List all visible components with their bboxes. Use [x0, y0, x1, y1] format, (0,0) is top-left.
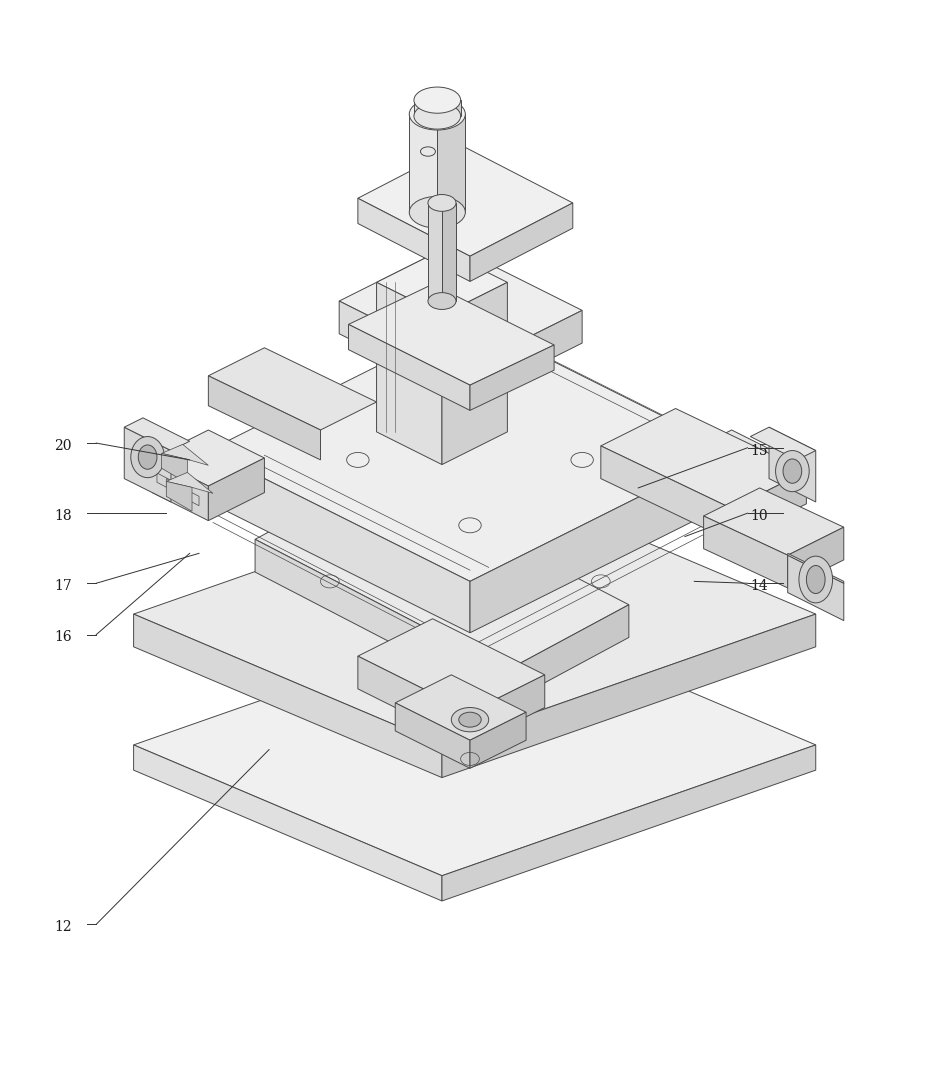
- Text: 17: 17: [55, 579, 72, 593]
- Polygon shape: [731, 471, 807, 541]
- Polygon shape: [377, 283, 442, 465]
- Polygon shape: [731, 458, 788, 521]
- Polygon shape: [209, 458, 264, 521]
- Polygon shape: [162, 444, 209, 466]
- Polygon shape: [428, 203, 442, 301]
- Ellipse shape: [409, 197, 465, 228]
- Polygon shape: [442, 203, 456, 301]
- Polygon shape: [704, 516, 788, 588]
- Polygon shape: [437, 114, 465, 212]
- Polygon shape: [437, 100, 461, 116]
- Polygon shape: [339, 301, 470, 399]
- Polygon shape: [601, 408, 807, 508]
- Polygon shape: [162, 454, 187, 483]
- Polygon shape: [788, 528, 844, 588]
- Text: 20: 20: [55, 438, 71, 453]
- Polygon shape: [601, 446, 731, 541]
- Polygon shape: [470, 310, 582, 399]
- Polygon shape: [124, 428, 171, 502]
- Polygon shape: [209, 375, 321, 460]
- Text: 12: 12: [55, 920, 71, 935]
- Polygon shape: [788, 555, 844, 620]
- Polygon shape: [349, 284, 554, 385]
- Polygon shape: [676, 430, 788, 486]
- Polygon shape: [133, 483, 816, 745]
- Polygon shape: [442, 283, 508, 465]
- Polygon shape: [788, 554, 844, 583]
- Text: 16: 16: [55, 630, 71, 644]
- Polygon shape: [470, 450, 731, 633]
- Polygon shape: [133, 614, 816, 876]
- Polygon shape: [358, 198, 470, 282]
- Polygon shape: [358, 145, 572, 256]
- Polygon shape: [470, 675, 545, 745]
- Polygon shape: [470, 203, 572, 282]
- Ellipse shape: [428, 293, 456, 309]
- Ellipse shape: [807, 566, 825, 594]
- Polygon shape: [255, 474, 629, 670]
- Polygon shape: [442, 614, 816, 778]
- Ellipse shape: [799, 556, 833, 603]
- Polygon shape: [209, 450, 470, 633]
- Polygon shape: [339, 245, 582, 367]
- Polygon shape: [166, 479, 190, 500]
- Ellipse shape: [414, 87, 461, 113]
- Polygon shape: [349, 324, 470, 410]
- Polygon shape: [209, 348, 377, 430]
- Polygon shape: [152, 430, 264, 486]
- Ellipse shape: [428, 195, 456, 211]
- Polygon shape: [255, 540, 508, 703]
- Ellipse shape: [414, 103, 461, 129]
- Polygon shape: [166, 472, 213, 493]
- Polygon shape: [152, 458, 209, 521]
- Polygon shape: [124, 418, 190, 450]
- Polygon shape: [166, 481, 192, 511]
- Ellipse shape: [783, 459, 802, 483]
- Polygon shape: [395, 675, 526, 740]
- Polygon shape: [508, 605, 629, 703]
- Polygon shape: [209, 320, 731, 581]
- Ellipse shape: [451, 707, 489, 732]
- Ellipse shape: [131, 436, 164, 478]
- Text: 14: 14: [750, 579, 768, 593]
- Polygon shape: [409, 114, 437, 212]
- Polygon shape: [157, 473, 180, 494]
- Ellipse shape: [138, 445, 157, 469]
- Ellipse shape: [459, 713, 481, 727]
- Ellipse shape: [409, 98, 465, 131]
- Polygon shape: [470, 713, 526, 768]
- Polygon shape: [358, 656, 470, 745]
- Text: 15: 15: [750, 444, 768, 458]
- Polygon shape: [769, 428, 816, 502]
- Polygon shape: [414, 100, 437, 116]
- Text: 10: 10: [750, 509, 768, 523]
- Polygon shape: [676, 458, 731, 521]
- Polygon shape: [750, 428, 816, 460]
- Polygon shape: [133, 745, 442, 901]
- Polygon shape: [176, 484, 199, 506]
- Polygon shape: [442, 745, 816, 901]
- Polygon shape: [704, 487, 844, 555]
- Ellipse shape: [776, 450, 809, 492]
- Polygon shape: [358, 619, 545, 713]
- Polygon shape: [133, 614, 442, 778]
- Polygon shape: [377, 249, 508, 316]
- Polygon shape: [395, 703, 470, 768]
- Polygon shape: [470, 345, 554, 410]
- Text: 18: 18: [55, 509, 71, 523]
